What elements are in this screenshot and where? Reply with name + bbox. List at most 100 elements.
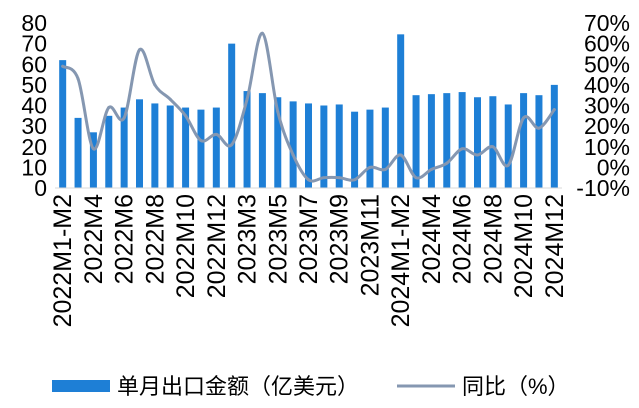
line-point bbox=[153, 83, 157, 87]
bar bbox=[443, 93, 451, 188]
line-point bbox=[476, 153, 479, 157]
x-tick-label: 2024M1-M2 bbox=[387, 194, 415, 327]
line-point bbox=[168, 97, 172, 101]
bar bbox=[136, 99, 143, 188]
bar bbox=[458, 92, 466, 188]
bar bbox=[320, 105, 328, 188]
right-tick-label: 40% bbox=[584, 72, 630, 98]
right-tick-label: 0% bbox=[597, 154, 630, 180]
line-point bbox=[138, 48, 141, 52]
bar-series bbox=[59, 34, 558, 189]
line-point bbox=[337, 176, 341, 180]
line-point bbox=[368, 165, 372, 169]
x-tick-label: 2023M5 bbox=[264, 194, 292, 284]
left-tick-label: 40 bbox=[21, 93, 47, 119]
left-tick-label: 30 bbox=[21, 113, 47, 139]
line-point bbox=[414, 176, 418, 180]
right-axis-ticks: -10%0%10%20%30%40%50%60%70% bbox=[576, 10, 630, 201]
line-point bbox=[399, 153, 403, 157]
bar bbox=[427, 94, 435, 188]
x-tick-label: 2023M9 bbox=[326, 194, 354, 284]
left-tick-label: 70 bbox=[21, 31, 47, 57]
legend-swatch-bar bbox=[52, 380, 110, 392]
line-point bbox=[245, 97, 249, 101]
line-point bbox=[322, 176, 326, 180]
x-tick-label: 2023M7 bbox=[295, 194, 323, 284]
right-tick-label: -10% bbox=[576, 175, 630, 201]
bar bbox=[197, 109, 205, 189]
bar bbox=[550, 84, 558, 189]
line-point bbox=[184, 114, 188, 118]
x-tick-label: 2024M6 bbox=[449, 194, 477, 284]
line-point bbox=[460, 147, 464, 151]
line-point bbox=[260, 31, 264, 35]
right-tick-label: 50% bbox=[584, 51, 630, 77]
bar bbox=[105, 115, 113, 188]
yoy-line-series bbox=[61, 31, 556, 183]
bar bbox=[166, 105, 174, 188]
line-point bbox=[537, 126, 541, 130]
bar bbox=[412, 95, 420, 188]
line-point bbox=[291, 153, 295, 157]
x-tick-label: 2022M6 bbox=[111, 194, 139, 284]
legend: 单月出口金额（亿美元） 同比（%） bbox=[52, 374, 570, 399]
x-axis-labels: 2022M1-M2 2022M4 2022M6 2022M8 2022M10 2022M1… bbox=[49, 194, 569, 327]
x-tick-label: 2024M8 bbox=[479, 194, 507, 284]
x-tick-label: 2022M8 bbox=[141, 194, 169, 284]
bar bbox=[397, 34, 405, 189]
line-point bbox=[429, 167, 433, 171]
bar bbox=[504, 104, 512, 188]
left-tick-label: 50 bbox=[21, 72, 47, 98]
right-tick-label: 20% bbox=[584, 113, 630, 139]
right-tick-label: 10% bbox=[584, 134, 630, 160]
line-point bbox=[552, 108, 556, 112]
bar bbox=[243, 91, 251, 188]
x-tick-label: 2023M3 bbox=[234, 194, 262, 284]
bar bbox=[474, 97, 481, 188]
line-point bbox=[91, 147, 95, 151]
line-point bbox=[383, 167, 387, 171]
right-tick-label: 70% bbox=[584, 10, 630, 36]
bar bbox=[74, 117, 82, 189]
bar bbox=[289, 101, 297, 189]
bar bbox=[151, 103, 159, 188]
line-point bbox=[522, 116, 526, 120]
line-point bbox=[506, 163, 510, 167]
bar bbox=[489, 96, 497, 188]
bar bbox=[520, 93, 528, 188]
x-tick-label: 2024M4 bbox=[418, 194, 446, 284]
line-point bbox=[491, 145, 495, 149]
x-tick-label: 2022M1-M2 bbox=[49, 194, 77, 327]
x-tick-label: 2022M4 bbox=[80, 194, 108, 284]
line-point bbox=[107, 106, 111, 110]
left-tick-label: 20 bbox=[21, 134, 47, 160]
x-tick-label: 2024M12 bbox=[541, 194, 569, 298]
line-point bbox=[76, 77, 80, 81]
bar bbox=[59, 60, 67, 189]
bar bbox=[212, 107, 220, 188]
series-line-yoy bbox=[61, 31, 556, 183]
right-tick-label: 60% bbox=[584, 31, 630, 57]
line-point bbox=[276, 110, 280, 114]
bar bbox=[366, 109, 374, 189]
bar bbox=[351, 111, 359, 188]
bar bbox=[182, 107, 190, 188]
right-tick-label: 30% bbox=[584, 93, 630, 119]
bar bbox=[335, 104, 343, 188]
bar bbox=[120, 107, 128, 188]
line-point bbox=[214, 132, 218, 136]
legend-label-bar: 单月出口金额（亿美元） bbox=[117, 374, 359, 399]
line-point bbox=[307, 178, 310, 182]
left-tick-label: 10 bbox=[21, 154, 47, 180]
line-point bbox=[61, 64, 65, 68]
line-point bbox=[353, 178, 357, 182]
bar bbox=[89, 132, 97, 188]
left-tick-label: 80 bbox=[21, 10, 47, 36]
left-tick-label: 60 bbox=[21, 51, 47, 77]
line-point bbox=[445, 161, 449, 165]
legend-label-line: 同比（%） bbox=[462, 374, 570, 399]
x-tick-label: 2022M10 bbox=[172, 194, 200, 298]
x-tick-label: 2024M10 bbox=[510, 194, 538, 298]
